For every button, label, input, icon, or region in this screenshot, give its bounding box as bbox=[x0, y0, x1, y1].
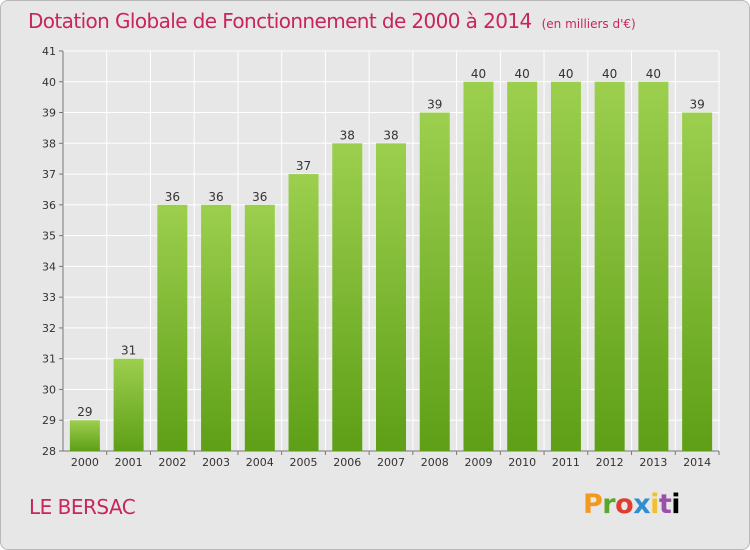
y-tick-label: 36 bbox=[42, 199, 56, 212]
y-tick-label: 31 bbox=[42, 353, 56, 366]
y-tick-label: 30 bbox=[42, 383, 56, 396]
data-label: 40 bbox=[471, 67, 486, 81]
y-tick-label: 38 bbox=[42, 137, 56, 150]
chart-subtitle: (en milliers d'€) bbox=[541, 17, 636, 31]
y-tick-label: 28 bbox=[42, 445, 56, 458]
bar bbox=[69, 420, 100, 451]
data-labels: 29 31 36 36 36 37 38 38 39 40 40 40 40 40 39 bbox=[77, 67, 705, 419]
bar bbox=[638, 81, 669, 452]
x-tick-label: 2001 bbox=[115, 456, 143, 469]
x-tick-label: 2007 bbox=[377, 456, 405, 469]
logo-letter: r bbox=[602, 489, 616, 520]
x-tick-label: 2010 bbox=[508, 456, 536, 469]
data-label: 31 bbox=[121, 344, 136, 358]
proxiti-logo[interactable]: Proxiti bbox=[583, 489, 681, 520]
commune-name: LE BERSAC bbox=[29, 495, 136, 519]
bar bbox=[550, 81, 581, 452]
bar bbox=[201, 204, 232, 451]
x-tick-label: 2005 bbox=[290, 456, 318, 469]
y-tick-label: 35 bbox=[42, 230, 56, 243]
x-tick-label: 2012 bbox=[596, 456, 624, 469]
chart-title: Dotation Globale de Fonctionnement de 20… bbox=[28, 9, 636, 33]
bar bbox=[507, 81, 538, 452]
x-tick-label: 2013 bbox=[639, 456, 667, 469]
bar bbox=[157, 204, 188, 451]
chart-title-text: Dotation Globale de Fonctionnement de 20… bbox=[28, 9, 532, 33]
data-label: 38 bbox=[340, 128, 355, 142]
x-tick-label: 2004 bbox=[246, 456, 274, 469]
data-label: 37 bbox=[296, 159, 311, 173]
data-label: 39 bbox=[689, 98, 704, 112]
bar bbox=[113, 358, 144, 451]
y-tick-label: 40 bbox=[42, 76, 56, 89]
logo-letter: t bbox=[658, 489, 672, 520]
x-tick-label: 2002 bbox=[158, 456, 186, 469]
y-tick-label: 39 bbox=[42, 107, 56, 120]
data-label: 36 bbox=[208, 190, 223, 204]
axes: 28 29 30 31 32 33 34 35 36 37 38 39 40 41 2000 2001 2002… bbox=[42, 45, 720, 469]
bar bbox=[419, 112, 450, 452]
y-tick-label: 34 bbox=[42, 260, 56, 273]
x-tick-label: 2011 bbox=[552, 456, 580, 469]
y-tick-label: 41 bbox=[42, 45, 56, 58]
bar bbox=[594, 81, 625, 452]
data-label: 40 bbox=[515, 67, 530, 81]
bars bbox=[69, 81, 713, 452]
y-tick-label: 29 bbox=[42, 414, 56, 427]
logo-letter: x bbox=[633, 489, 651, 520]
x-tick-label: 2008 bbox=[421, 456, 449, 469]
data-label: 36 bbox=[165, 190, 180, 204]
data-label: 40 bbox=[602, 67, 617, 81]
bar bbox=[332, 143, 363, 452]
x-tick-label: 2006 bbox=[333, 456, 361, 469]
x-tick-label: 2003 bbox=[202, 456, 230, 469]
logo-letter: P bbox=[583, 489, 603, 520]
bar bbox=[288, 174, 319, 452]
data-label: 29 bbox=[77, 405, 92, 419]
data-label: 39 bbox=[427, 98, 442, 112]
bar bbox=[244, 204, 275, 451]
x-tick-label: 2009 bbox=[464, 456, 492, 469]
x-tick-label: 2000 bbox=[71, 456, 99, 469]
data-label: 40 bbox=[646, 67, 661, 81]
x-tick-label: 2014 bbox=[683, 456, 711, 469]
bar bbox=[463, 81, 494, 452]
logo-letter: o bbox=[615, 489, 634, 520]
y-tick-label: 32 bbox=[42, 322, 56, 335]
logo-letter: i bbox=[650, 489, 659, 520]
data-label: 38 bbox=[383, 128, 398, 142]
logo-letter: i bbox=[671, 489, 681, 520]
bar bbox=[682, 112, 713, 452]
data-label: 36 bbox=[252, 190, 267, 204]
y-tick-label: 33 bbox=[42, 291, 56, 304]
y-tick-label: 37 bbox=[42, 168, 56, 181]
bar bbox=[376, 143, 406, 452]
data-label: 40 bbox=[558, 67, 573, 81]
